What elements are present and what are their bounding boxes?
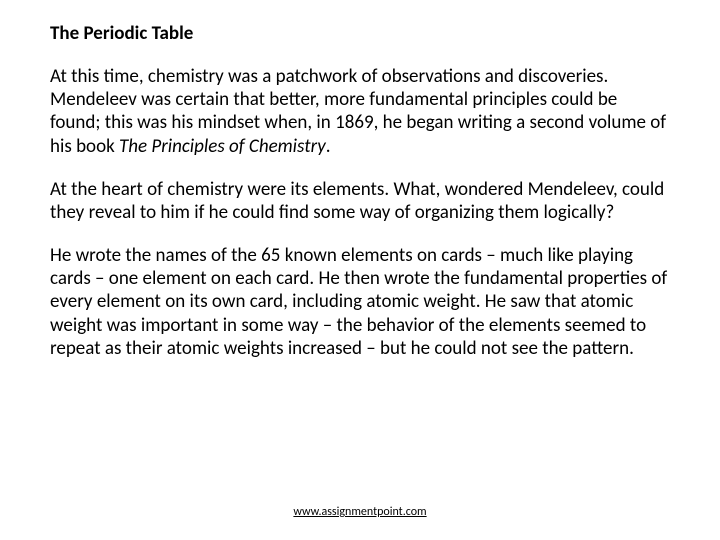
heading-title: The Periodic Table: [50, 22, 670, 45]
footer: www.assignmentpoint.com: [0, 501, 720, 520]
paragraph-2: At the heart of chemistry were its eleme…: [50, 178, 670, 224]
paragraph-1: At this time, chemistry was a patchwork …: [50, 65, 670, 158]
paragraph-3: He wrote the names of the 65 known eleme…: [50, 244, 670, 360]
document-page: The Periodic Table At this time, chemist…: [0, 0, 720, 540]
paragraph-1-text-b: .: [326, 135, 331, 158]
footer-link[interactable]: www.assignmentpoint.com: [293, 505, 426, 519]
book-title-italic: The Principles of Chemistry: [119, 135, 326, 158]
